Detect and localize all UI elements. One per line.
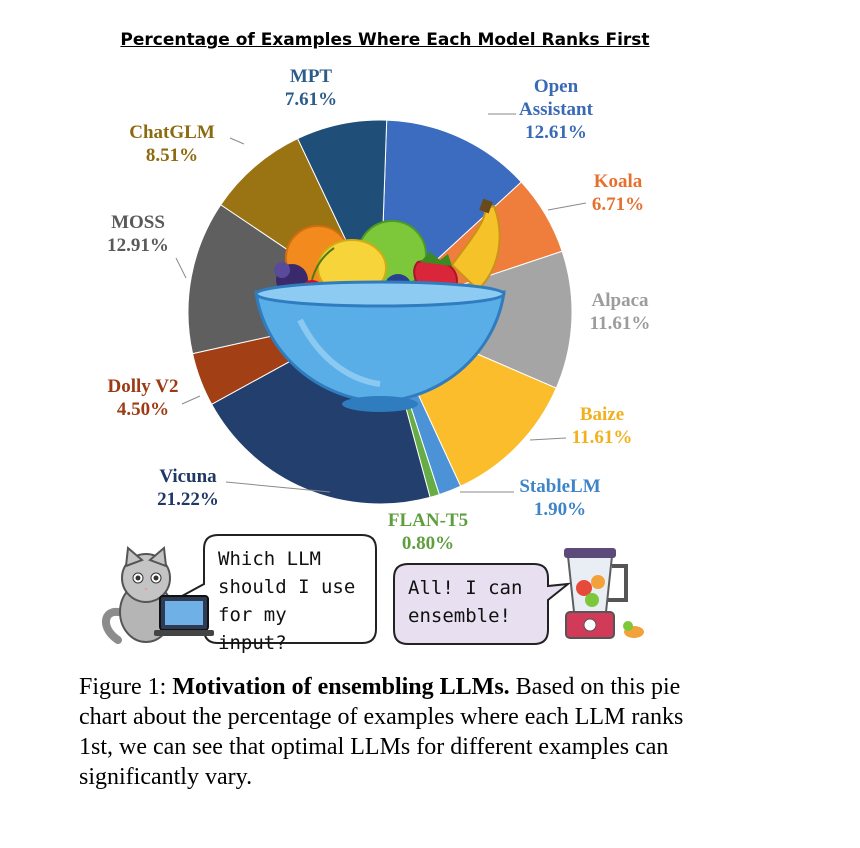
- pie-name-label-koala: Koala: [594, 171, 643, 192]
- pie-name-label-open-assistant: Open: [534, 76, 579, 97]
- fruit-bowl-icon: [254, 198, 506, 412]
- question-line: should I use: [218, 576, 356, 598]
- pie-value-label-chatglm: 8.51%: [146, 145, 198, 166]
- pie-value-label-moss: 12.91%: [107, 235, 169, 256]
- pie-name-label-flan-t5: FLAN-T5: [388, 510, 468, 531]
- figure-caption: Figure 1: Motivation of ensembling LLMs.…: [79, 672, 699, 792]
- caption-prefix: Figure 1:: [79, 674, 173, 700]
- leader-line-moss: [175, 257, 187, 279]
- pie-value-label-koala: 6.71%: [592, 194, 644, 215]
- leader-line-dolly-v2: [181, 395, 201, 405]
- pie-value-label-alpaca: 11.61%: [590, 313, 651, 334]
- chart-title: Percentage of Examples Where Each Model …: [120, 30, 650, 50]
- caption-text: Based on this pie chart about the percen…: [79, 674, 684, 790]
- pie-name-label-dolly-v2: Dolly V2: [108, 376, 179, 397]
- pie-name-label-stablelm: StableLM: [519, 476, 600, 497]
- pie-value-label-dolly-v2: 4.50%: [117, 399, 169, 420]
- caption-bold: Motivation of ensembling LLMs.: [172, 674, 510, 700]
- pie-name-label-moss: MOSS: [111, 212, 165, 233]
- answer-line: ensemble!: [408, 605, 511, 627]
- pie-name-label-alpaca: Alpaca: [592, 290, 650, 311]
- leader-line-chatglm: [229, 137, 245, 145]
- pie-value-label-open-assistant: 12.61%: [525, 122, 587, 143]
- pie-name-label-mpt: MPT: [290, 66, 333, 87]
- pie-value-label-mpt: 7.61%: [285, 89, 337, 110]
- question-bubble-shape: [179, 534, 377, 644]
- pie-value-label-vicuna: 21.22%: [157, 489, 219, 510]
- answer-bubble: All! I can ensemble!: [394, 564, 548, 644]
- pie-name-label-baize: Baize: [580, 404, 624, 425]
- leader-line-koala: [547, 202, 587, 211]
- pie-labels: OpenAssistant12.61%Koala6.71%Alpaca11.61…: [107, 66, 650, 554]
- question-line: for my input?: [218, 604, 287, 654]
- answer-bubble-shape: [393, 563, 572, 645]
- cat-laptop-icon: [102, 546, 214, 644]
- leader-line-vicuna: [225, 481, 331, 493]
- blender-icon: [564, 548, 644, 639]
- pie-name-label-vicuna: Vicuna: [159, 466, 217, 487]
- question-line: Which LLM: [218, 548, 321, 570]
- pie-name-label-open-assistant: Assistant: [519, 99, 594, 120]
- pie-value-label-flan-t5: 0.80%: [402, 533, 454, 554]
- pie-value-label-baize: 11.61%: [572, 427, 633, 448]
- pie-name-label-chatglm: ChatGLM: [129, 122, 215, 143]
- leader-line-baize: [529, 437, 567, 441]
- question-bubble: Which LLM should I use for my input?: [206, 535, 374, 654]
- answer-line: All! I can: [408, 577, 523, 599]
- pie-value-label-stablelm: 1.90%: [534, 499, 586, 520]
